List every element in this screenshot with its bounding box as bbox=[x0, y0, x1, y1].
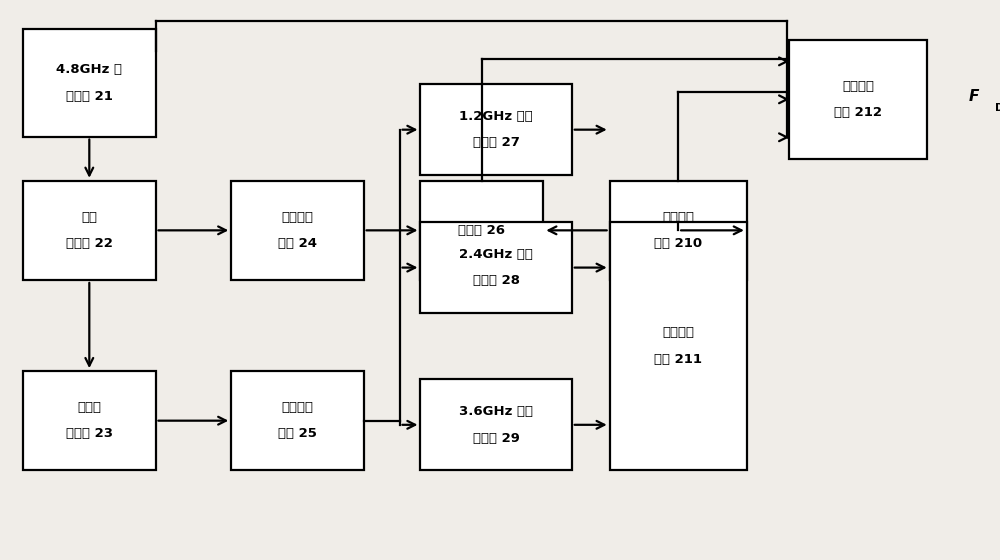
Bar bbox=[420, 181, 543, 280]
Text: 单刀四掷: 单刀四掷 bbox=[281, 401, 313, 414]
Text: 混频器 26: 混频器 26 bbox=[458, 224, 505, 237]
Text: 开关 212: 开关 212 bbox=[834, 106, 882, 119]
Text: 滤波器 27: 滤波器 27 bbox=[473, 137, 520, 150]
Text: 滤波器 28: 滤波器 28 bbox=[473, 274, 520, 287]
Bar bbox=[420, 379, 572, 470]
Text: D: D bbox=[995, 102, 1000, 113]
Text: 开关 211: 开关 211 bbox=[654, 353, 702, 366]
Bar bbox=[610, 222, 747, 470]
Bar bbox=[420, 222, 572, 313]
Bar bbox=[789, 40, 927, 158]
Text: 3.6GHz 带通: 3.6GHz 带通 bbox=[459, 405, 533, 418]
Text: 4.8GHz 高: 4.8GHz 高 bbox=[56, 63, 122, 76]
Text: 单刀四掷: 单刀四掷 bbox=[842, 80, 874, 92]
Text: 2.4GHz 带通: 2.4GHz 带通 bbox=[459, 248, 533, 261]
Text: 单刀双掷: 单刀双掷 bbox=[281, 211, 313, 223]
Text: 开关 24: 开关 24 bbox=[278, 237, 317, 250]
Text: 分频器 23: 分频器 23 bbox=[66, 427, 113, 440]
Text: 纯本振 21: 纯本振 21 bbox=[66, 90, 113, 102]
Bar bbox=[610, 181, 747, 280]
Text: 单刀双掷: 单刀双掷 bbox=[662, 211, 694, 223]
Text: F: F bbox=[969, 89, 979, 104]
Text: 可编程: 可编程 bbox=[77, 401, 101, 414]
Text: 单刀四掷: 单刀四掷 bbox=[662, 326, 694, 339]
Text: 分配器 22: 分配器 22 bbox=[66, 237, 113, 250]
Text: 功率: 功率 bbox=[81, 211, 97, 223]
Text: 1.2GHz 带通: 1.2GHz 带通 bbox=[459, 110, 533, 123]
Bar bbox=[420, 84, 572, 175]
Text: 开关 210: 开关 210 bbox=[654, 237, 702, 250]
Text: 开关 25: 开关 25 bbox=[278, 427, 317, 440]
Bar bbox=[231, 181, 364, 280]
Bar bbox=[23, 181, 156, 280]
Bar bbox=[23, 371, 156, 470]
Text: 滤波器 29: 滤波器 29 bbox=[473, 432, 520, 445]
Bar bbox=[23, 29, 156, 137]
Bar bbox=[231, 371, 364, 470]
